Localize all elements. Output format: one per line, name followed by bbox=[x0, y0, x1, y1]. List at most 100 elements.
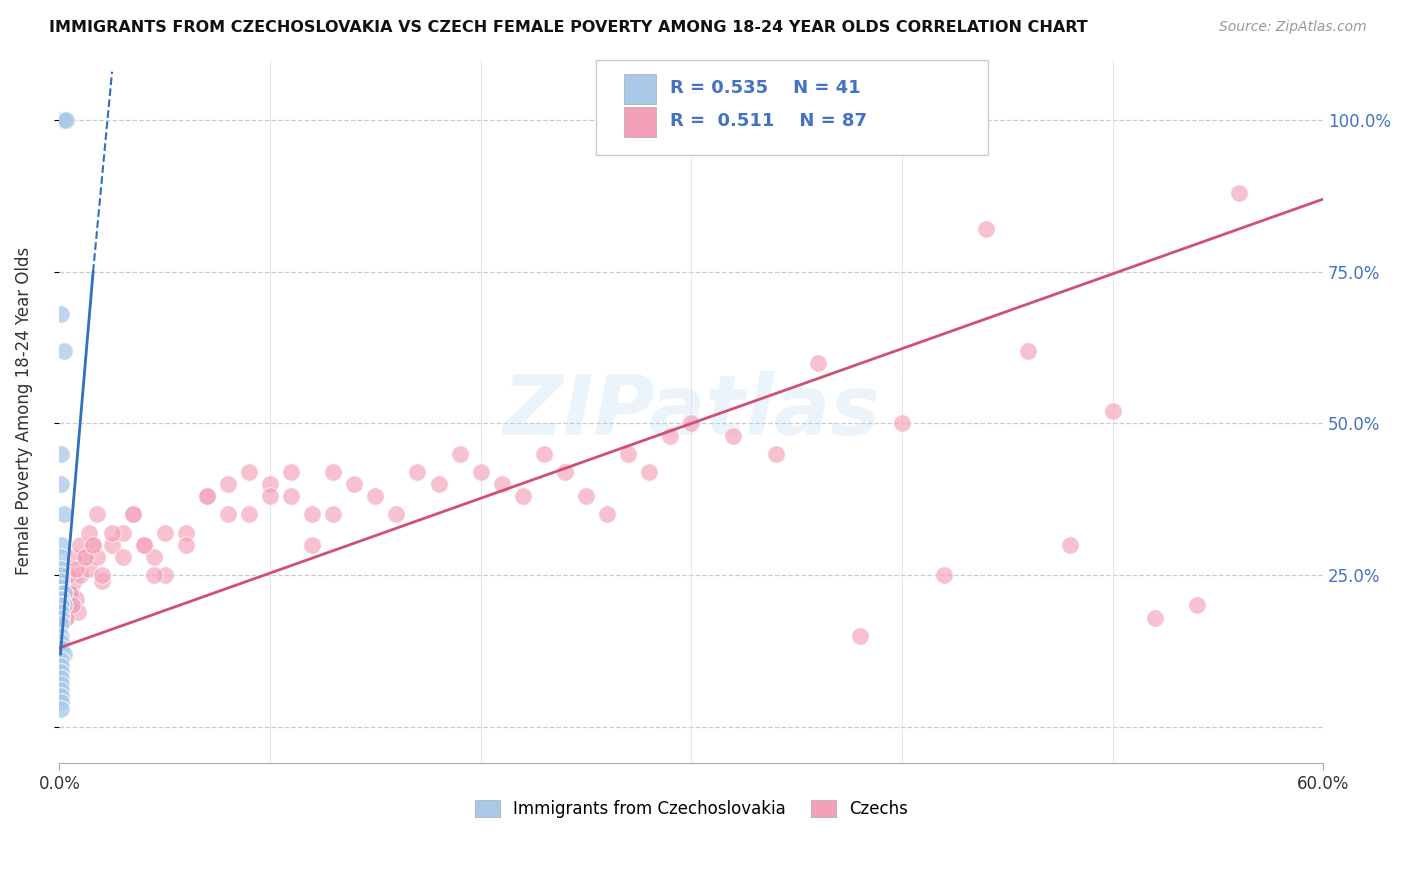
Point bbox=[60, 586, 83, 600]
Point bbox=[51, 307, 73, 321]
Point bbox=[132, 538, 155, 552]
Point bbox=[51, 701, 73, 715]
Point bbox=[51, 592, 73, 607]
Point bbox=[1227, 186, 1250, 200]
Point bbox=[51, 599, 73, 613]
Point bbox=[90, 574, 112, 589]
Point bbox=[512, 489, 534, 503]
Point bbox=[301, 538, 323, 552]
Point bbox=[51, 580, 73, 594]
Point bbox=[807, 356, 830, 370]
Point bbox=[238, 465, 260, 479]
Point bbox=[322, 465, 344, 479]
Point bbox=[51, 562, 73, 576]
Point bbox=[217, 508, 239, 522]
Point bbox=[51, 592, 73, 607]
Y-axis label: Female Poverty Among 18-24 Year Olds: Female Poverty Among 18-24 Year Olds bbox=[15, 247, 32, 575]
Point bbox=[56, 580, 79, 594]
Point bbox=[174, 538, 197, 552]
Point bbox=[51, 447, 73, 461]
Point bbox=[491, 477, 513, 491]
Point bbox=[111, 549, 134, 564]
Point bbox=[77, 525, 100, 540]
Point bbox=[51, 629, 73, 643]
Point bbox=[73, 549, 96, 564]
Point bbox=[67, 605, 90, 619]
Point bbox=[617, 447, 640, 461]
Point bbox=[59, 586, 82, 600]
FancyBboxPatch shape bbox=[624, 74, 655, 104]
Point bbox=[59, 599, 82, 613]
Point bbox=[51, 605, 73, 619]
Point bbox=[69, 538, 91, 552]
Point bbox=[890, 417, 912, 431]
Point bbox=[65, 592, 87, 607]
Point bbox=[51, 635, 73, 649]
Point bbox=[51, 113, 73, 128]
Point bbox=[1101, 404, 1123, 418]
Point bbox=[470, 465, 492, 479]
Point bbox=[153, 525, 176, 540]
Point bbox=[974, 222, 997, 236]
Point bbox=[51, 640, 73, 655]
Point bbox=[659, 428, 682, 442]
Point bbox=[51, 665, 73, 680]
Point bbox=[52, 113, 75, 128]
Point bbox=[55, 610, 77, 624]
Point bbox=[1059, 538, 1081, 552]
Point bbox=[69, 568, 91, 582]
Point bbox=[406, 465, 429, 479]
Point bbox=[51, 568, 73, 582]
Point bbox=[143, 549, 166, 564]
Point bbox=[132, 538, 155, 552]
Point bbox=[51, 599, 73, 613]
Point bbox=[51, 586, 73, 600]
Point bbox=[143, 568, 166, 582]
Point bbox=[82, 538, 104, 552]
Point bbox=[51, 586, 73, 600]
Point bbox=[153, 568, 176, 582]
Point bbox=[575, 489, 598, 503]
Point bbox=[52, 586, 75, 600]
Point bbox=[51, 696, 73, 710]
Point bbox=[51, 683, 73, 698]
Point bbox=[195, 489, 218, 503]
Point bbox=[343, 477, 366, 491]
Point bbox=[55, 113, 77, 128]
Point bbox=[1143, 610, 1166, 624]
Point bbox=[86, 549, 108, 564]
Point bbox=[101, 525, 124, 540]
Point bbox=[51, 599, 73, 613]
Point bbox=[427, 477, 450, 491]
FancyBboxPatch shape bbox=[596, 60, 988, 154]
Point bbox=[55, 610, 77, 624]
Point bbox=[52, 647, 75, 661]
Point bbox=[280, 489, 302, 503]
Point bbox=[51, 574, 73, 589]
Point bbox=[638, 465, 661, 479]
Point bbox=[554, 465, 576, 479]
Point bbox=[65, 562, 87, 576]
FancyBboxPatch shape bbox=[624, 107, 655, 137]
Point bbox=[51, 538, 73, 552]
Text: R =  0.511    N = 87: R = 0.511 N = 87 bbox=[669, 112, 866, 130]
Point bbox=[56, 568, 79, 582]
Point bbox=[51, 549, 73, 564]
Point bbox=[385, 508, 408, 522]
Point bbox=[86, 508, 108, 522]
Legend: Immigrants from Czechoslovakia, Czechs: Immigrants from Czechoslovakia, Czechs bbox=[468, 794, 914, 825]
Point bbox=[51, 477, 73, 491]
Point bbox=[301, 508, 323, 522]
Point bbox=[111, 525, 134, 540]
Point bbox=[681, 417, 703, 431]
Text: R = 0.535    N = 41: R = 0.535 N = 41 bbox=[669, 78, 860, 96]
Point bbox=[596, 508, 619, 522]
Point bbox=[52, 586, 75, 600]
Point bbox=[322, 508, 344, 522]
Point bbox=[1185, 599, 1208, 613]
Point bbox=[101, 538, 124, 552]
Point bbox=[259, 489, 281, 503]
Text: IMMIGRANTS FROM CZECHOSLOVAKIA VS CZECH FEMALE POVERTY AMONG 18-24 YEAR OLDS COR: IMMIGRANTS FROM CZECHOSLOVAKIA VS CZECH … bbox=[49, 20, 1088, 35]
Point bbox=[217, 477, 239, 491]
Point bbox=[77, 562, 100, 576]
